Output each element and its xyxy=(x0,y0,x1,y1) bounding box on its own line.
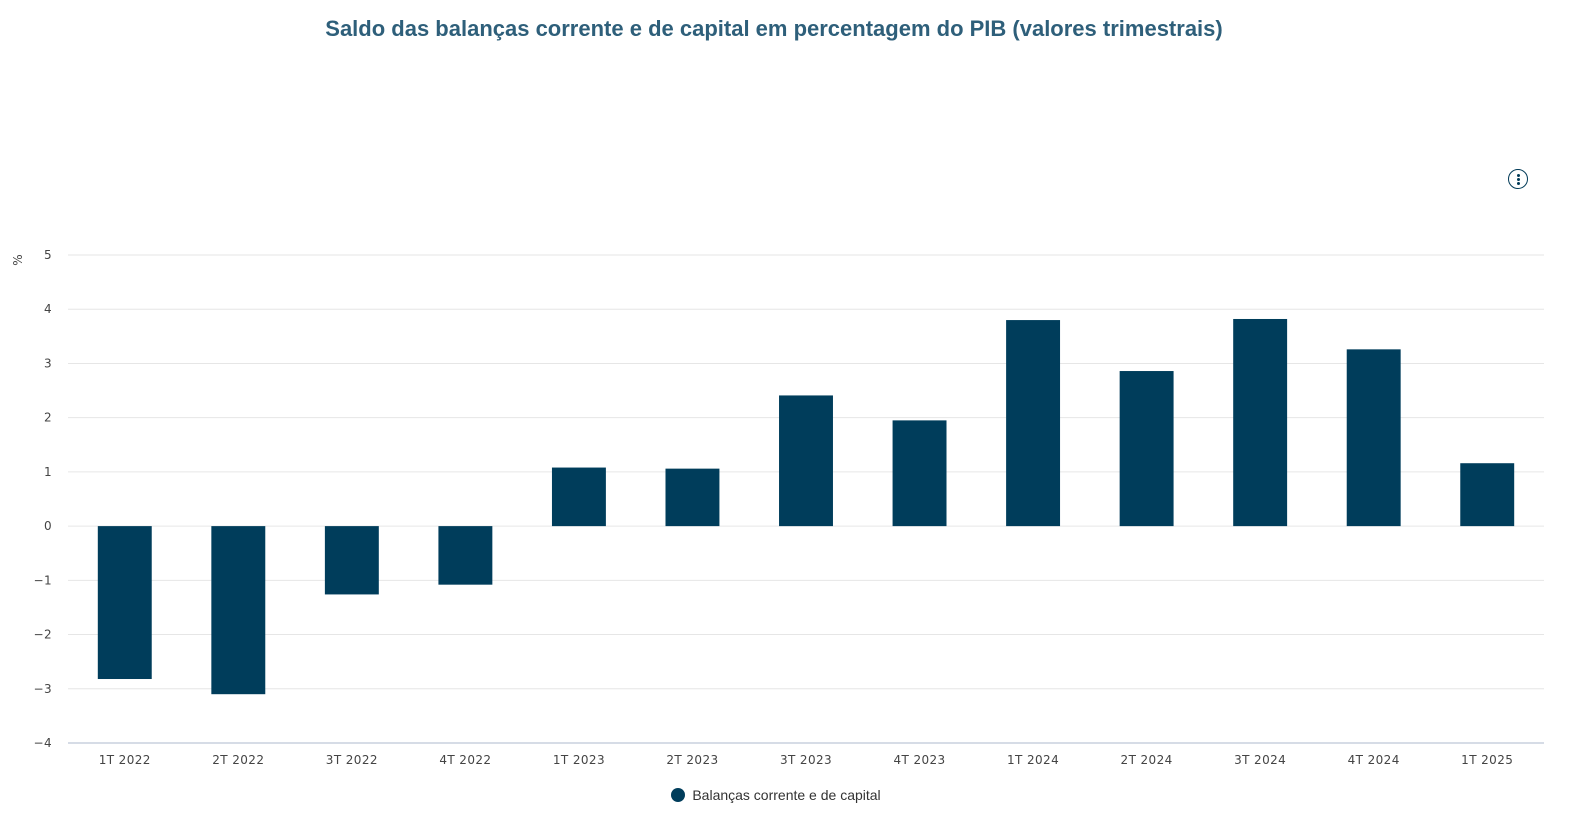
bar[interactable] xyxy=(1233,318,1288,527)
bar[interactable] xyxy=(1460,463,1515,527)
y-tick-label: 1 xyxy=(44,465,52,479)
x-tick-label: 3T 2022 xyxy=(326,753,378,767)
bar[interactable] xyxy=(1006,320,1061,527)
bar[interactable] xyxy=(1346,349,1401,527)
y-tick-label: −3 xyxy=(34,682,53,696)
x-tick-label: 2T 2023 xyxy=(666,753,718,767)
x-tick-label: 1T 2025 xyxy=(1461,753,1513,767)
bar[interactable] xyxy=(97,526,152,680)
x-tick-label: 4T 2023 xyxy=(893,753,945,767)
x-tick-label: 2T 2022 xyxy=(212,753,264,767)
bar[interactable] xyxy=(665,468,720,527)
bar[interactable] xyxy=(438,526,493,585)
bar[interactable] xyxy=(1119,371,1174,527)
y-axis-ticks: 5 4 3 2 1 0 −1 −2 −3 −4 xyxy=(34,248,53,750)
chart-menu-button[interactable] xyxy=(1508,169,1528,189)
x-tick-label: 1T 2023 xyxy=(553,753,605,767)
x-tick-label: 2T 2024 xyxy=(1121,753,1173,767)
bar[interactable] xyxy=(779,395,833,527)
y-tick-label: 4 xyxy=(44,302,52,316)
chart-title: Saldo das balanças corrente e de capital… xyxy=(325,16,1223,41)
bar[interactable] xyxy=(324,526,379,595)
x-axis-ticks: 1T 2022 2T 2022 3T 2022 4T 2022 1T 2023 2T 20… xyxy=(99,753,1513,767)
y-tick-label: −4 xyxy=(34,736,53,750)
x-tick-label: 1T 2024 xyxy=(1007,753,1059,767)
legend-swatch xyxy=(671,788,686,802)
y-tick-label: 3 xyxy=(44,356,52,370)
bars xyxy=(97,318,1515,695)
y-tick-label: 5 xyxy=(44,248,52,262)
legend: Balanças corrente e de capital xyxy=(0,787,1552,805)
legend-label: Balanças corrente e de capital xyxy=(692,787,881,803)
y-tick-label: 2 xyxy=(44,411,52,425)
bar[interactable] xyxy=(211,526,266,695)
x-tick-label: 1T 2022 xyxy=(99,753,151,767)
vertical-dots-icon-dot xyxy=(1516,181,1520,185)
vertical-dots-icon xyxy=(1516,173,1520,177)
y-tick-label: −1 xyxy=(34,573,53,587)
x-tick-label: 3T 2024 xyxy=(1234,753,1286,767)
x-tick-label: 3T 2023 xyxy=(780,753,832,767)
bar[interactable] xyxy=(551,467,606,527)
y-axis-label: % xyxy=(11,254,25,265)
y-tick-label: −2 xyxy=(34,628,53,642)
bar[interactable] xyxy=(892,420,947,527)
vertical-dots-icon-dot xyxy=(1516,177,1520,181)
y-tick-label: 0 xyxy=(44,519,52,533)
x-tick-label: 4T 2024 xyxy=(1348,753,1400,767)
x-tick-label: 4T 2022 xyxy=(439,753,491,767)
legend-item[interactable]: Balanças corrente e de capital xyxy=(671,787,881,803)
